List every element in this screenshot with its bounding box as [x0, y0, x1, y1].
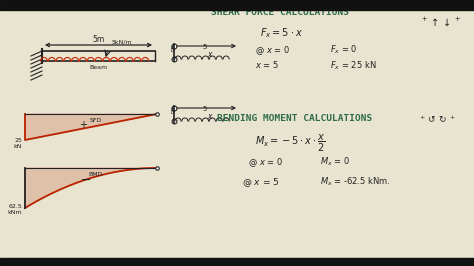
Text: @ $x$ = 0: @ $x$ = 0 [255, 44, 290, 57]
Text: 25
kN: 25 kN [13, 138, 22, 149]
Bar [0, 258, 474, 266]
Text: @ $x$ = 5: @ $x$ = 5 [242, 176, 280, 189]
Text: $M_x$ = 0: $M_x$ = 0 [320, 156, 350, 168]
Text: 5m: 5m [92, 35, 105, 44]
Text: Beam: Beam [90, 65, 108, 70]
Polygon shape [25, 114, 157, 140]
Text: $M_x = -5 \cdot x \cdot \dfrac{x}{2}$: $M_x = -5 \cdot x \cdot \dfrac{x}{2}$ [255, 133, 326, 154]
Text: BENDING MOMENT CALCULATIONS: BENDING MOMENT CALCULATIONS [218, 114, 373, 123]
Text: 5: 5 [202, 106, 207, 112]
Text: $F_x$ = 25 kN: $F_x$ = 25 kN [330, 59, 376, 72]
Text: B: B [171, 107, 175, 112]
Text: x: x [207, 112, 212, 121]
Text: $F_x$ = 0: $F_x$ = 0 [330, 44, 357, 56]
Text: 62.5
kNm: 62.5 kNm [8, 204, 22, 215]
Text: BMD: BMD [89, 172, 103, 177]
Text: $^+$$\circlearrowleft$$\circlearrowright$$^+$: $^+$$\circlearrowleft$$\circlearrowright… [418, 114, 456, 125]
Text: 5: 5 [202, 44, 207, 50]
Text: +: + [79, 120, 87, 130]
Text: $^+$$\uparrow$$\downarrow$$^+$: $^+$$\uparrow$$\downarrow$$^+$ [420, 16, 461, 28]
Text: x: x [207, 50, 212, 59]
Text: SHEAR FORCE CALCULATIONS: SHEAR FORCE CALCULATIONS [211, 8, 349, 17]
Text: $x$ = 5: $x$ = 5 [255, 59, 279, 70]
Text: B: B [171, 45, 175, 50]
Text: −: − [81, 173, 91, 186]
Text: SFD: SFD [90, 118, 102, 123]
Text: B: B [171, 48, 175, 53]
Text: $F_x = 5 \cdot x$: $F_x = 5 \cdot x$ [260, 26, 303, 40]
Text: B: B [171, 110, 175, 115]
Polygon shape [25, 168, 157, 208]
Text: @ $x$ = 0: @ $x$ = 0 [248, 156, 283, 169]
Text: 5kN/m: 5kN/m [112, 40, 133, 45]
Text: $M_x$ = -62.5 kNm.: $M_x$ = -62.5 kNm. [320, 176, 391, 189]
Bar [0, 0, 474, 10]
